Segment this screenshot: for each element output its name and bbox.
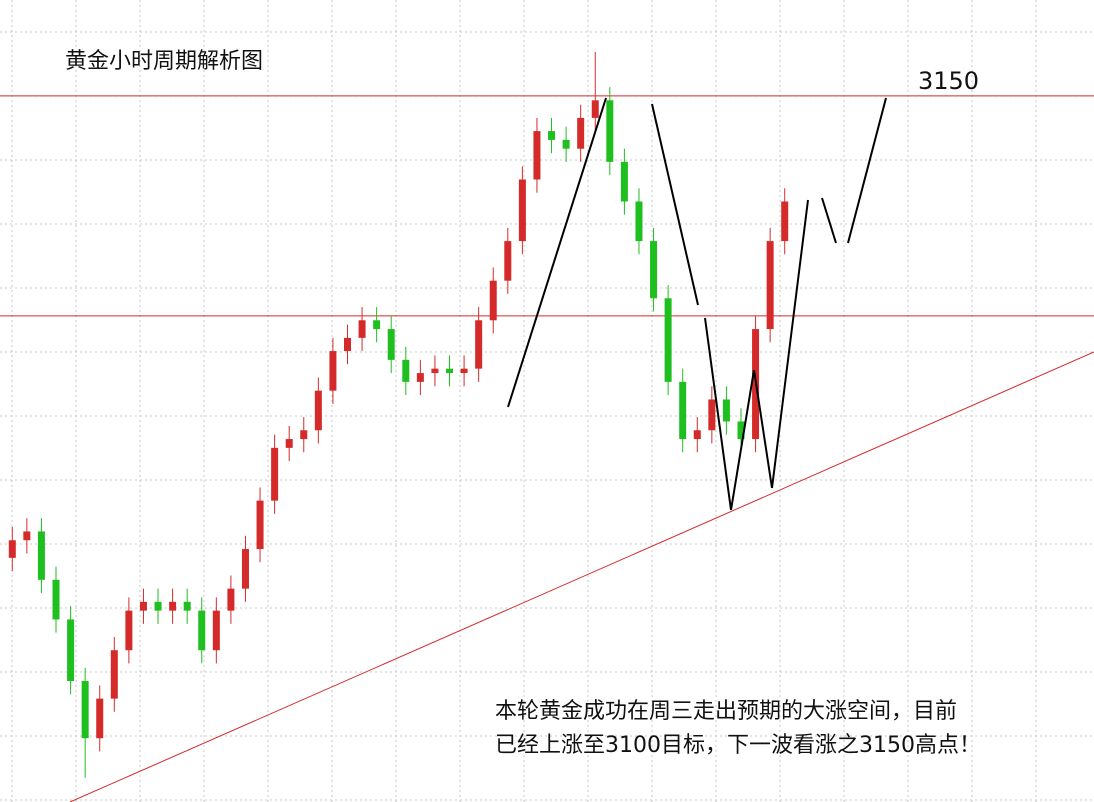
trend-stroke [507,97,607,408]
level-label: 3150 [918,67,979,95]
candle-body [722,399,730,422]
support-line [69,351,1094,802]
zigzag-drawing [507,97,887,511]
candle-body [679,381,687,440]
candle-body [271,447,279,501]
candle-body [504,241,512,281]
candle-body [577,117,585,149]
candle-body [416,373,424,382]
candle-body [533,131,541,180]
candle-body [256,500,264,550]
candle-body [285,439,293,448]
candle-body [781,201,789,242]
candle-body [562,139,570,149]
candle-body [708,399,716,431]
candle-body [387,329,395,360]
candle-body [23,531,31,541]
candle-body [139,601,147,611]
candle-body [635,201,643,242]
trend-stroke [730,369,755,511]
candle-body [343,337,351,352]
candle-body [37,531,45,580]
candle-body [650,241,658,299]
candle-body [518,179,526,242]
candle-body [314,390,322,431]
candle-body [737,421,745,440]
candle-body [475,320,483,369]
candle-body [548,131,556,140]
candle-body [358,320,366,338]
candle-body [212,610,220,651]
trend-stroke [821,197,837,244]
candle-body [169,601,177,611]
annotation: 已经上涨至3100目标，下一波看涨之3150高点！ [495,733,981,758]
candle-body [489,280,497,321]
candle-body [329,351,337,391]
candle-body [125,610,133,651]
candle-body [373,320,381,330]
candle-body [664,298,672,382]
candle-body [620,161,628,202]
candle-body [154,601,162,611]
trend-stroke [651,103,699,306]
candle-body [96,698,104,739]
trend-stroke [847,97,887,244]
candle-body [110,650,118,699]
candle-body [52,579,60,620]
candle-body [591,100,599,118]
trend-stroke [704,317,732,511]
annotation: 本轮黄金成功在周三走出预期的大涨空间，目前 [495,699,957,724]
candle-body [606,100,614,162]
candle-body [67,619,75,682]
candle-body [8,540,16,558]
candle-body [198,610,206,651]
candle-body [446,368,454,374]
candle-body [431,368,439,374]
trend-stroke [753,369,773,489]
candle-body [183,601,191,611]
chart-title: 黄金小时周期解析图 [65,49,263,74]
candle-body [460,368,468,374]
candle-body [693,430,701,440]
marks [0,51,1094,802]
candle-body [241,549,249,589]
trend-stroke [771,199,809,489]
candle-body [300,430,308,440]
candle-body [402,359,410,382]
candle-body [227,588,235,611]
candle-body [81,681,89,739]
candle-body [766,241,774,330]
